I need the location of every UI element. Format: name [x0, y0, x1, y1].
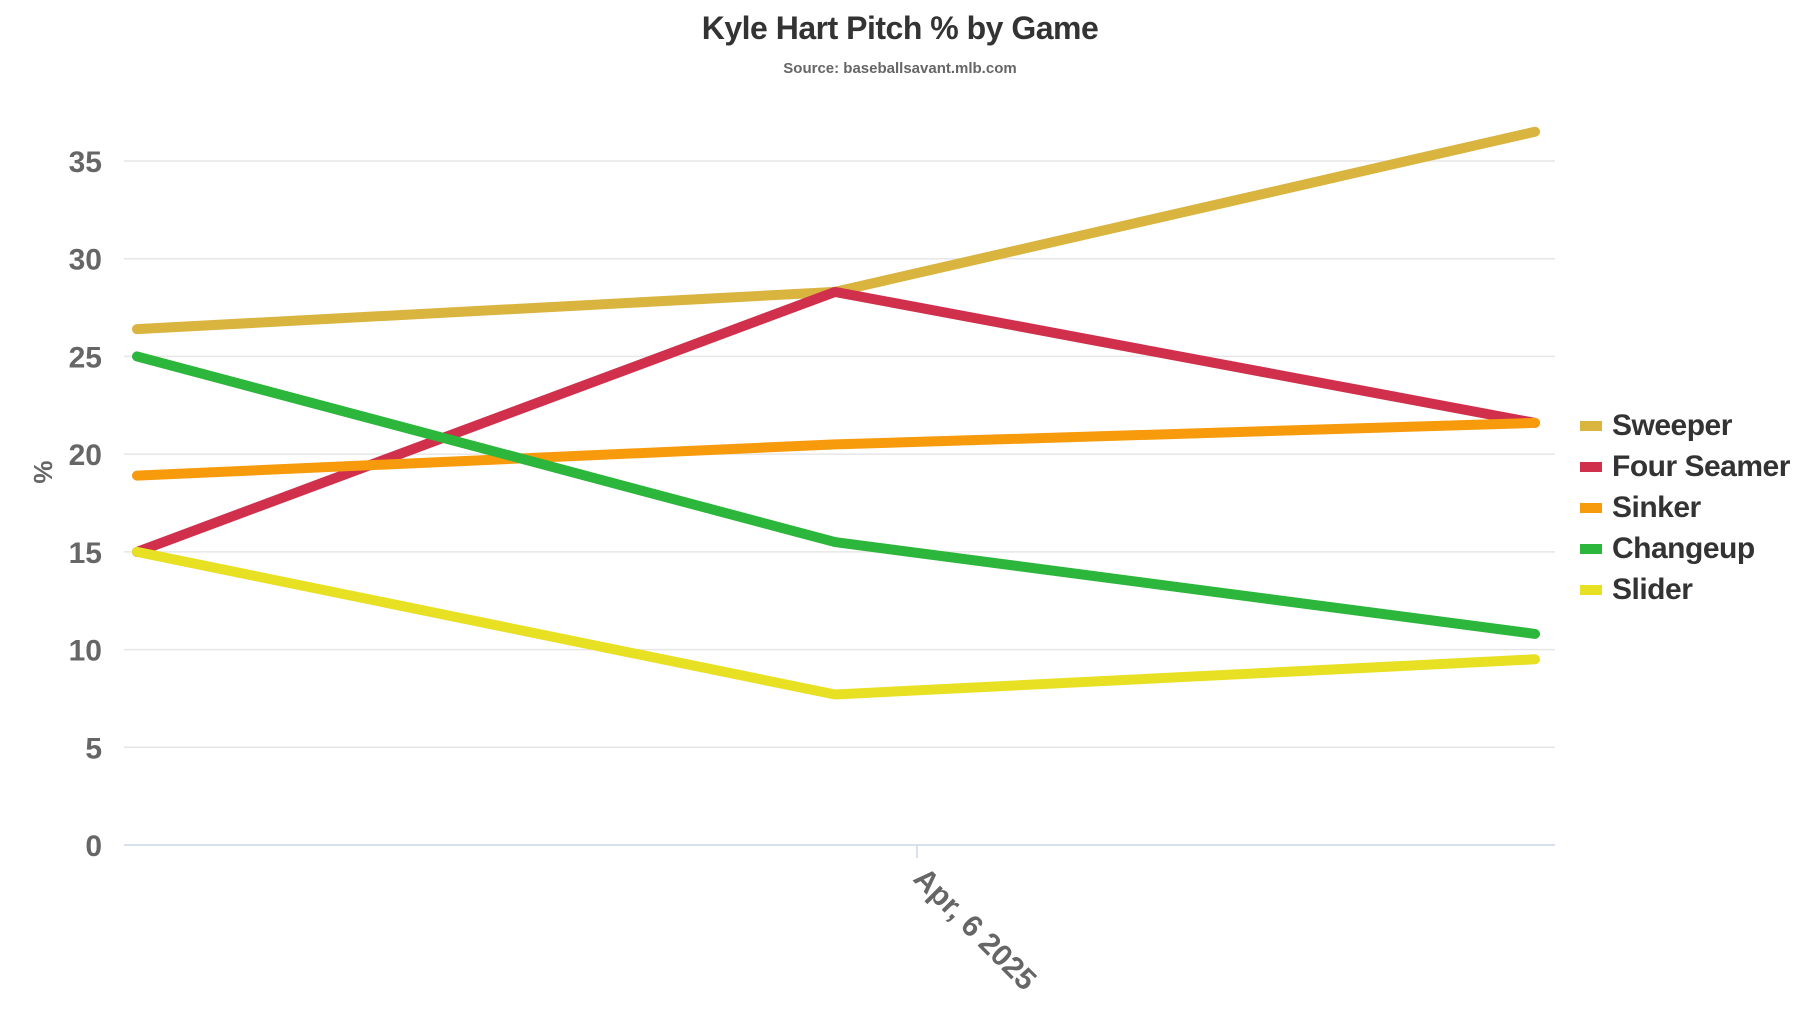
- legend-item-slider[interactable]: Slider: [1580, 569, 1790, 610]
- x-axis-tick-label: Apr, 6 2025: [907, 862, 1042, 997]
- legend-swatch-icon: [1580, 584, 1602, 595]
- series-line-slider[interactable]: [132, 546, 1540, 700]
- legend-label: Slider: [1612, 572, 1693, 606]
- legend-swatch-icon: [1580, 420, 1602, 431]
- y-tick-label: 20: [69, 439, 102, 472]
- series-line-changeup[interactable]: [132, 351, 1540, 639]
- y-tick-label: 30: [69, 244, 102, 277]
- series-line-sinker[interactable]: [132, 417, 1540, 481]
- y-tick-label: 10: [69, 635, 102, 668]
- legend-item-sweeper[interactable]: Sweeper: [1580, 405, 1790, 446]
- y-axis-label: %: [28, 460, 58, 483]
- y-tick-label: 25: [69, 341, 102, 374]
- legend-swatch-icon: [1580, 543, 1602, 554]
- series-line-four-seamer[interactable]: [132, 286, 1540, 557]
- y-tick-label: 5: [85, 732, 102, 765]
- gridlines: [124, 160, 1555, 749]
- series-lines: [132, 126, 1540, 700]
- legend-item-four-seamer[interactable]: Four Seamer: [1580, 446, 1790, 487]
- legend-label: Four Seamer: [1612, 449, 1790, 483]
- legend-label: Sinker: [1612, 490, 1701, 524]
- y-axis-ticks: 0 5 10 15 20 25 30 35: [69, 146, 102, 863]
- chart-title: Kyle Hart Pitch % by Game: [701, 10, 1099, 46]
- y-tick-label: 15: [69, 537, 102, 570]
- chart-subtitle: Source: baseballsavant.mlb.com: [783, 60, 1017, 77]
- legend-item-changeup[interactable]: Changeup: [1580, 528, 1790, 569]
- y-tick-label: 0: [85, 830, 102, 863]
- y-tick-label: 35: [69, 146, 102, 179]
- legend-item-sinker[interactable]: Sinker: [1580, 487, 1790, 528]
- legend-swatch-icon: [1580, 502, 1602, 513]
- legend: Sweeper Four Seamer Sinker Changeup Slid…: [1580, 405, 1790, 610]
- legend-swatch-icon: [1580, 461, 1602, 472]
- legend-label: Changeup: [1612, 531, 1755, 565]
- legend-label: Sweeper: [1612, 408, 1732, 442]
